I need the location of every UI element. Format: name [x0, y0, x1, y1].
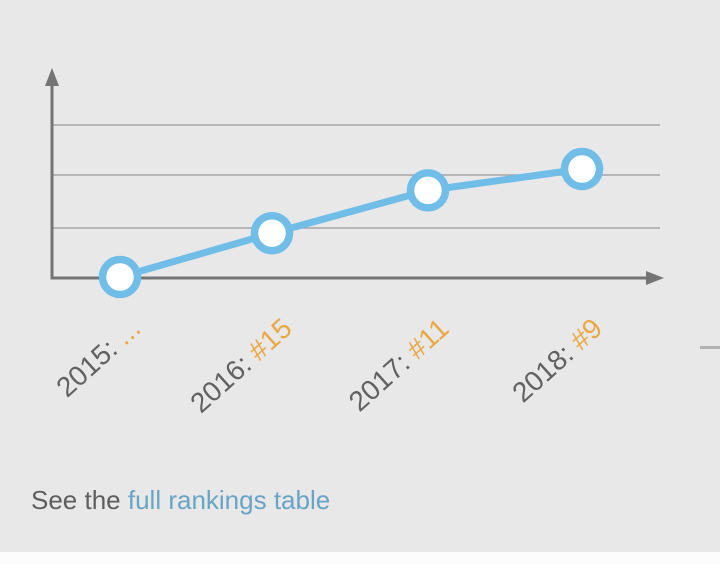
data-point-marker-2015: [98, 255, 142, 299]
footer-text: See the: [31, 485, 128, 515]
x-tick-label-2016: 2016: #15: [185, 312, 298, 418]
tick-year: 2017:: [342, 342, 421, 418]
full-rankings-table-link[interactable]: full rankings table: [127, 485, 331, 515]
y-axis-arrow-icon: [45, 68, 59, 86]
data-point-marker-2017: [406, 169, 450, 212]
x-tick-label-2015: 2015: ...: [50, 312, 146, 404]
adjacent-content-fragment: [700, 346, 720, 349]
tick-year: 2015:: [50, 327, 129, 404]
data-point-marker-2018: [560, 147, 604, 191]
x-tick-label-2017: 2017: #11: [342, 312, 454, 418]
x-axis-arrow-icon: [646, 271, 664, 285]
x-tick-label-2018: 2018: #9: [506, 312, 608, 409]
trend-line: [116, 165, 586, 281]
chart-canvas: [45, 68, 664, 299]
bottom-whitespace: [0, 552, 720, 564]
footer-caption: See the full rankings table: [31, 484, 330, 518]
data-point-marker-2016: [250, 211, 294, 255]
ranking-trend-chart: 2015: ... 2016: #15 2017: #11 2018: #9: [45, 68, 664, 419]
tick-year: 2018:: [506, 333, 585, 409]
